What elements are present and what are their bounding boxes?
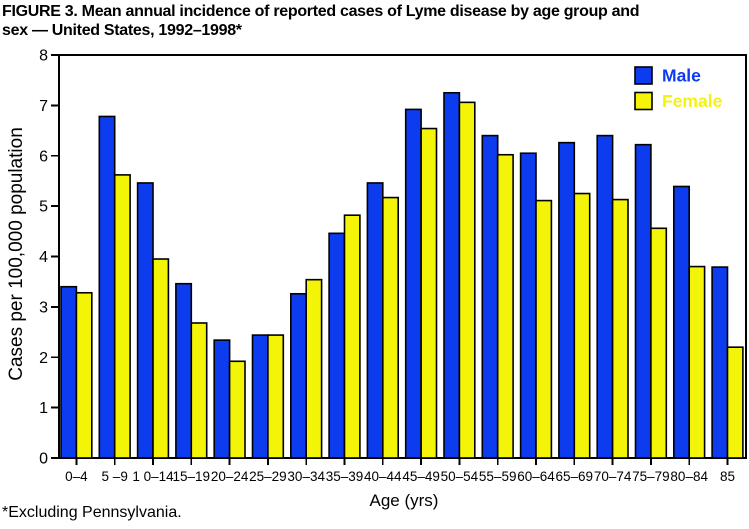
bar-female-7 [343, 214, 361, 459]
bar-male-6 [289, 292, 307, 459]
bar-male-13 [558, 141, 576, 459]
figure-title-line1: FIGURE 3. Mean annual incidence of repor… [2, 3, 640, 20]
bar-female-6 [305, 278, 323, 459]
bar-male-3 [175, 282, 193, 459]
y-tick-label: 8 [39, 48, 48, 65]
bar-male-14 [596, 134, 614, 459]
x-tick-label: 70–74 [594, 469, 632, 484]
bar-female-4 [228, 360, 246, 459]
bar-female-3 [190, 322, 208, 459]
x-tick-label: 40–44 [364, 469, 402, 484]
y-tick-label: 6 [39, 148, 48, 165]
bar-male-16 [672, 185, 690, 459]
bar-female-12 [535, 199, 553, 459]
footnote: *Excluding Pennsylvania. [2, 504, 182, 521]
y-tick-label: 1 [39, 400, 48, 417]
x-tick-label: 1 0–14 [132, 469, 174, 484]
x-tick-label: 85 [720, 469, 735, 484]
y-tick-label: 3 [39, 299, 48, 316]
bar-male-0 [60, 285, 78, 459]
x-tick-label: 45–49 [402, 469, 440, 484]
figure-title: FIGURE 3. Mean annual incidence of repor… [2, 2, 749, 40]
bar-female-8 [381, 196, 399, 459]
bar-male-4 [213, 339, 231, 459]
bar-male-10 [443, 91, 461, 459]
bar-male-8 [366, 182, 384, 459]
bar-male-11 [481, 134, 499, 459]
x-tick-label: 25–29 [249, 469, 287, 484]
y-tick-label: 0 [39, 451, 48, 468]
bar-male-12 [519, 152, 537, 459]
bar-male-1 [98, 115, 116, 459]
x-tick-label: 65–69 [556, 469, 594, 484]
bar-female-14 [611, 198, 629, 459]
bar-male-2 [136, 182, 154, 459]
legend-male-label: Male [662, 66, 701, 86]
y-tick-label: 2 [39, 350, 48, 367]
bar-male-5 [251, 334, 269, 459]
x-tick-label: 50–54 [441, 469, 479, 484]
bar-female-0 [75, 291, 93, 459]
legend-male-swatch [634, 66, 653, 85]
x-tick-label: 60–64 [517, 469, 555, 484]
x-tick-label: 80–84 [670, 469, 708, 484]
x-tick-label: 35–39 [326, 469, 364, 484]
x-tick-label: 5 –9 [102, 469, 128, 484]
x-tick-label: 75–79 [632, 469, 670, 484]
bar-male-17 [711, 266, 729, 459]
bar-male-15 [634, 143, 652, 459]
y-tick-label: 5 [39, 199, 48, 216]
bar-female-13 [573, 192, 591, 459]
figure-title-line2: sex — United States, 1992–1998* [2, 22, 242, 39]
bar-female-10 [458, 101, 476, 459]
bar-male-7 [328, 232, 346, 459]
bar-female-2 [152, 258, 170, 459]
bar-female-17 [726, 346, 744, 459]
bar-female-5 [267, 334, 285, 459]
bar-female-9 [420, 127, 438, 459]
bar-female-11 [496, 153, 514, 459]
x-axis-title: Age (yrs) [369, 491, 439, 510]
legend-female-label: Female [662, 91, 723, 111]
x-tick-label: 30–34 [287, 469, 325, 484]
x-tick-label: 15–19 [173, 469, 211, 484]
bar-female-16 [688, 265, 706, 459]
bar-male-9 [404, 108, 422, 459]
y-tick-label: 4 [39, 249, 48, 266]
bar-female-15 [650, 227, 668, 459]
legend-female-swatch [634, 91, 653, 111]
y-tick-label: 7 [39, 98, 48, 115]
bar-female-1 [113, 174, 131, 459]
x-tick-label: 55–59 [479, 469, 517, 484]
x-tick-label: 0–4 [65, 469, 88, 484]
x-tick-label: 20–24 [211, 469, 249, 484]
